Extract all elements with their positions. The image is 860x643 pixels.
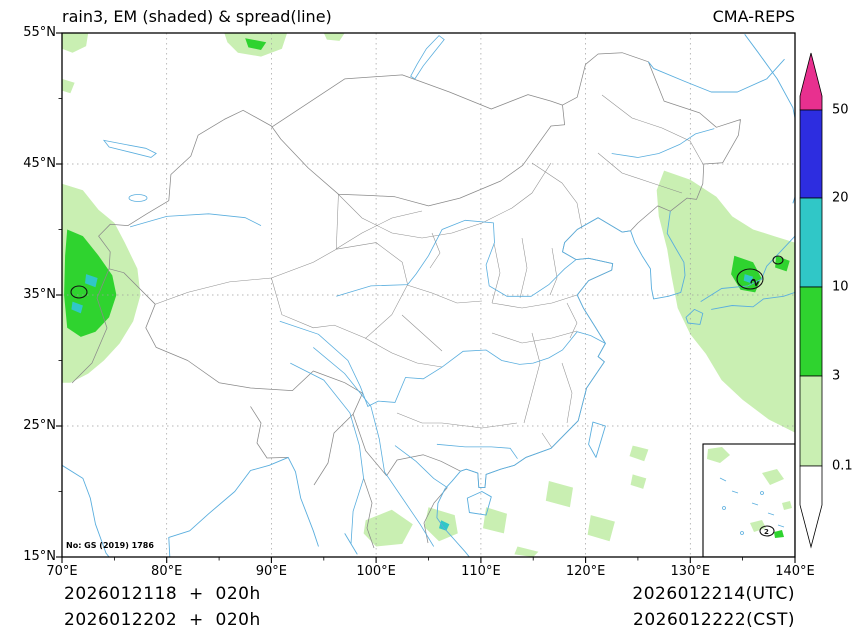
colorbar-seg-3-10 bbox=[799, 286, 823, 377]
footer-init-utc: 2026012118 + 020h bbox=[64, 584, 261, 604]
colorbar-seg-20-50 bbox=[799, 109, 823, 199]
colorbar-seg-01-3 bbox=[799, 375, 823, 467]
province-borders bbox=[155, 94, 704, 449]
x-tick-label: 100°E bbox=[356, 564, 396, 579]
map-license-note: No: GS (2019) 1786 bbox=[66, 541, 154, 550]
x-tick-label: 140°E bbox=[775, 564, 815, 579]
model-label: CMA-REPS bbox=[712, 7, 795, 26]
x-tick-label: 130°E bbox=[670, 564, 711, 579]
colorbar-label: 3 bbox=[832, 368, 841, 384]
y-tick-label: 35°N bbox=[23, 287, 56, 302]
footer-valid-utc: 2026012214(UTC) bbox=[632, 584, 795, 604]
inset-map: 2 bbox=[702, 443, 795, 557]
precip-shading-cyan bbox=[71, 274, 754, 531]
axis-ticks bbox=[56, 32, 796, 563]
x-tick-label: 110°E bbox=[461, 564, 501, 579]
country-borders bbox=[71, 52, 741, 549]
colorbar-seg-10-20 bbox=[799, 197, 823, 288]
spread-contours: 2 bbox=[70, 255, 784, 299]
footer-init-cst: 2026012202 + 020h bbox=[64, 610, 261, 630]
colorbar-label: 20 bbox=[832, 190, 849, 206]
colorbar-seg-under01 bbox=[799, 465, 823, 549]
colorbar-label: 10 bbox=[832, 279, 849, 295]
inset-islands bbox=[719, 477, 785, 535]
inset-contour-label: 2 bbox=[764, 528, 769, 536]
page-title: rain3, EM (shaded) & spread(line) bbox=[62, 7, 332, 26]
colorbar-label: 0.1 bbox=[832, 458, 853, 474]
x-tick-label: 80°E bbox=[151, 564, 183, 579]
y-tick-label: 25°N bbox=[23, 418, 56, 433]
colorbar-label: 50 bbox=[832, 102, 849, 118]
y-tick-label: 55°N bbox=[23, 25, 56, 40]
y-tick-label: 15°N bbox=[23, 549, 56, 564]
spread-contour-label: 2 bbox=[749, 277, 762, 289]
y-tick-label: 45°N bbox=[23, 156, 56, 171]
footer-valid-cst: 2026012222(CST) bbox=[633, 610, 795, 630]
x-tick-label: 70°E bbox=[46, 564, 78, 579]
x-tick-label: 120°E bbox=[565, 564, 606, 579]
colorbar-seg-over50 bbox=[799, 52, 823, 111]
colorbar bbox=[799, 52, 823, 549]
x-tick-label: 90°E bbox=[255, 564, 288, 579]
coastlines-rivers bbox=[62, 34, 795, 557]
